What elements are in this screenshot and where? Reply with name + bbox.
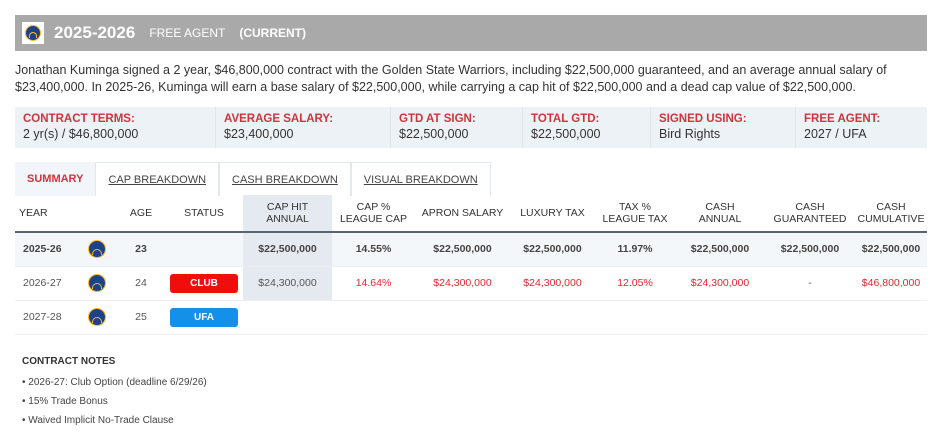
note-item: 15% Trade Bonus — [22, 396, 207, 407]
tab-cash-breakdown[interactable]: CASH BREAKDOWN — [219, 162, 351, 196]
column-header: CASH GUARANTEED — [765, 195, 855, 233]
cell-apron: $22,500,000 — [415, 232, 510, 267]
cell-cum — [855, 300, 927, 335]
season-title: 2025-2026 — [54, 23, 136, 42]
contract-info-box: CONTRACT TERMS: 2 yr(s) / $46,800,000 AVE… — [15, 107, 927, 148]
column-header: CAP HIT ANNUAL — [243, 195, 332, 233]
table-row: 2027-28 25 UFA — [15, 300, 927, 335]
cell-lux: $22,500,000 — [510, 232, 595, 267]
info-signed-using: SIGNED USING: Bird Rights — [651, 107, 796, 148]
cell-guar: - — [765, 266, 855, 301]
cell-year: 2025-26 — [15, 232, 77, 267]
cell-cum: $46,800,000 — [855, 266, 927, 301]
cell-cap-pct — [332, 300, 415, 335]
cell-cap-pct: 14.55% — [332, 232, 415, 267]
tab-cap-breakdown[interactable]: CAP BREAKDOWN — [95, 162, 220, 196]
team-logo-cell — [77, 232, 117, 267]
status-badge-club: CLUB — [170, 273, 238, 293]
contract-type: FREE AGENT — [149, 26, 226, 40]
tab-bar: SUMMARY CAP BREAKDOWN CASH BREAKDOWN VIS… — [15, 162, 491, 196]
season-header: 2025-2026 FREE AGENT (CURRENT) — [15, 15, 927, 51]
cell-cash: $24,300,000 — [675, 266, 765, 301]
cell-age: 25 — [117, 300, 165, 335]
team-logo-cell — [77, 266, 117, 301]
cell-lux — [510, 300, 595, 335]
tab-summary[interactable]: SUMMARY — [15, 162, 96, 196]
column-header: STATUS — [165, 195, 243, 233]
table-row: 2026-27 24 CLUB $24,300,000 14.64% $24,300,00… — [15, 266, 927, 301]
column-header: CASH ANNUAL — [675, 195, 765, 233]
cell-cum: $22,500,000 — [855, 232, 927, 267]
contract-notes: CONTRACT NOTES 2026-27: Club Option (dea… — [22, 356, 207, 434]
team-logo-icon — [88, 240, 106, 259]
tab-visual-breakdown[interactable]: VISUAL BREAKDOWN — [350, 162, 491, 196]
cell-tax-pct: 11.97% — [595, 232, 675, 267]
contract-table: YEAR AGE STATUS CAP HIT ANNUAL CAP % LEAGUE CA… — [15, 195, 927, 335]
column-header: TAX % LEAGUE TAX — [595, 195, 675, 233]
team-logo — [22, 22, 44, 44]
cell-apron — [415, 300, 510, 335]
cell-cash — [675, 300, 765, 335]
cell-apron: $24,300,000 — [415, 266, 510, 301]
cell-lux: $24,300,000 — [510, 266, 595, 301]
column-header: CAP % LEAGUE CAP — [332, 195, 415, 233]
info-contract-terms: CONTRACT TERMS: 2 yr(s) / $46,800,000 — [15, 107, 216, 148]
column-header: AGE — [117, 195, 165, 233]
cell-year: 2026-27 — [15, 266, 77, 301]
team-logo-icon — [88, 274, 106, 292]
note-item: Waived Implicit No-Trade Clause — [22, 415, 207, 426]
column-header: APRON SALARY — [415, 195, 510, 233]
notes-title: CONTRACT NOTES — [22, 356, 116, 367]
cell-cap-hit — [243, 300, 332, 335]
column-header — [77, 195, 117, 233]
cell-age: 24 — [117, 266, 165, 301]
cell-tax-pct — [595, 300, 675, 335]
column-header: CASH CUMULATIVE — [855, 195, 927, 233]
column-header: LUXURY TAX — [510, 195, 595, 233]
info-total-gtd: TOTAL GTD: $22,500,000 — [523, 107, 651, 148]
cell-tax-pct: 12.05% — [595, 266, 675, 301]
cell-guar — [765, 300, 855, 335]
status-badge-ufa: UFA — [170, 307, 238, 327]
cell-cash: $22,500,000 — [675, 232, 765, 267]
table-row: 2025-26 23 $22,500,000 14.55% $22,500,000 $22… — [15, 232, 927, 267]
cell-cap-hit: $22,500,000 — [243, 232, 332, 267]
current-label: (CURRENT) — [239, 26, 306, 40]
info-gtd-at-sign: GTD AT SIGN: $22,500,000 — [391, 107, 523, 148]
cell-status: UFA — [165, 300, 243, 335]
cell-age: 23 — [117, 232, 165, 267]
cell-year: 2027-28 — [15, 300, 77, 335]
cell-cap-pct: 14.64% — [332, 266, 415, 301]
note-item: 2026-27: Club Option (deadline 6/29/26) — [22, 377, 206, 388]
cell-status — [165, 232, 243, 267]
team-logo-cell — [77, 300, 117, 335]
cell-cap-hit: $24,300,000 — [243, 266, 332, 301]
info-free-agent: FREE AGENT: 2027 / UFA — [804, 113, 881, 141]
info-average-salary: AVERAGE SALARY: $23,400,000 — [216, 107, 391, 148]
column-header: YEAR — [15, 195, 77, 233]
contract-description: Jonathan Kuminga signed a 2 year, $46,80… — [15, 63, 887, 94]
cell-guar: $22,500,000 — [765, 232, 855, 267]
cell-status: CLUB — [165, 266, 243, 301]
team-logo-icon — [88, 308, 106, 326]
